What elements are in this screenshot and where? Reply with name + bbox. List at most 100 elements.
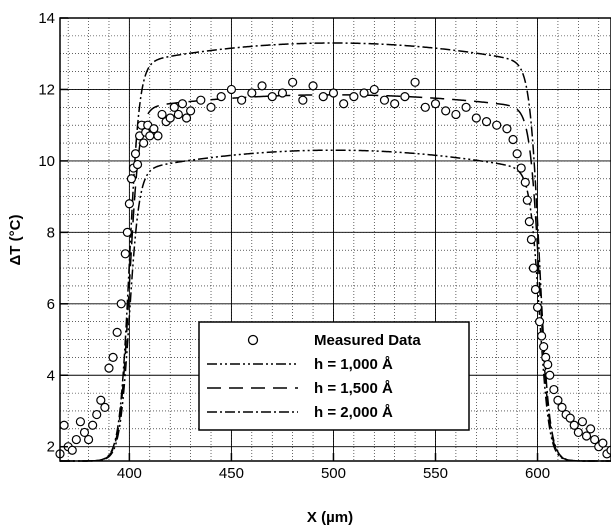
measured-point — [532, 302, 543, 312]
measured-point — [328, 88, 339, 98]
measured-point — [288, 77, 298, 87]
y-axis-title: ΔT (°C) — [7, 215, 24, 266]
measured-point — [186, 106, 196, 116]
x-tick-label: 550 — [423, 465, 448, 482]
measured-point — [553, 395, 563, 405]
measured-point — [83, 434, 94, 445]
measured-point — [257, 81, 267, 91]
measured-point — [165, 113, 175, 123]
measured-point — [100, 402, 110, 413]
measured-point — [516, 163, 526, 173]
measured-point — [441, 106, 451, 116]
y-tick-label: 14 — [38, 10, 55, 27]
measured-point — [522, 195, 532, 205]
measured-point — [132, 159, 143, 170]
measured-point — [298, 95, 308, 105]
measured-point — [573, 427, 583, 438]
y-tick-label: 10 — [38, 153, 55, 170]
legend-label-h2000: h = 2,000 Å — [314, 404, 393, 421]
measured-point — [318, 91, 328, 102]
measured-point — [75, 417, 86, 427]
measured-point — [126, 174, 137, 184]
measured-point — [139, 138, 149, 148]
measured-points — [55, 77, 611, 459]
measured-point — [549, 384, 559, 395]
measured-point — [534, 317, 545, 327]
measured-point — [71, 434, 81, 445]
y-tick-label: 4 — [47, 367, 55, 384]
measured-point — [349, 91, 359, 102]
measured-point — [169, 102, 179, 112]
measured-point — [606, 445, 611, 455]
measured-point — [471, 113, 481, 123]
measured-point — [181, 113, 192, 123]
axis-ticks — [60, 17, 539, 461]
measured-point — [237, 95, 247, 105]
measured-point — [153, 131, 163, 141]
legend-marker-measured — [247, 334, 259, 346]
measured-point — [539, 342, 549, 352]
y-tick-label: 2 — [47, 439, 55, 456]
measured-point — [530, 284, 541, 295]
measured-point — [565, 413, 575, 423]
x-tick-label: 400 — [117, 465, 142, 482]
measured-point — [116, 299, 126, 309]
x-tick-labels: 400 450 500 550 600 — [117, 465, 550, 482]
measured-point — [528, 263, 539, 273]
measured-point — [410, 77, 420, 87]
measured-point — [524, 217, 534, 227]
measured-point — [492, 120, 502, 130]
measured-point — [520, 177, 530, 187]
legend-label-h1000: h = 1,000 Å — [314, 356, 393, 373]
y-tick-label: 8 — [47, 224, 55, 241]
measured-point — [79, 427, 90, 438]
y-tick-labels: 2 4 6 8 10 12 14 — [38, 10, 55, 456]
model-curve-2 — [60, 94, 611, 462]
measured-point — [581, 431, 592, 441]
measured-point — [216, 91, 226, 102]
plot-frame — [59, 17, 611, 462]
measured-point — [88, 420, 98, 430]
measured-point — [557, 402, 567, 413]
y-tick-label: 6 — [47, 296, 55, 313]
measured-point — [104, 363, 114, 373]
measured-point — [590, 434, 600, 445]
measured-point — [430, 99, 441, 109]
measured-point — [247, 88, 257, 98]
legend-label-h1500: h = 1,500 Å — [314, 380, 393, 397]
measured-point — [585, 424, 596, 434]
measured-point — [481, 117, 492, 127]
measured-point — [267, 91, 277, 102]
measured-point — [451, 109, 461, 120]
measured-point — [543, 359, 553, 370]
measured-point — [577, 417, 588, 427]
measured-point — [108, 352, 118, 362]
measured-point — [308, 81, 318, 91]
measured-point — [196, 95, 206, 105]
measured-point — [122, 227, 132, 237]
measured-point — [59, 420, 69, 430]
measured-point — [173, 109, 183, 120]
measured-point — [157, 109, 167, 120]
measured-point — [502, 124, 512, 134]
measured-point — [277, 88, 288, 98]
measured-point — [124, 199, 134, 209]
measured-point — [359, 88, 369, 98]
measured-point — [537, 331, 547, 341]
measured-point — [120, 249, 130, 259]
measured-point — [92, 409, 102, 420]
model-curve-3 — [60, 42, 611, 462]
y-tick-label: 12 — [38, 81, 55, 98]
legend-label-measured: Measured Data — [314, 332, 421, 349]
measured-point — [526, 234, 537, 245]
legend: Measured Data h = 1,000 Å h = 1,500 Å h … — [198, 321, 470, 431]
measured-point — [379, 95, 390, 105]
measured-point — [598, 438, 608, 448]
measured-point — [177, 99, 188, 109]
measured-point — [461, 102, 471, 112]
x-tick-label: 450 — [219, 465, 244, 482]
measured-point — [130, 149, 141, 159]
measured-point — [400, 91, 410, 102]
